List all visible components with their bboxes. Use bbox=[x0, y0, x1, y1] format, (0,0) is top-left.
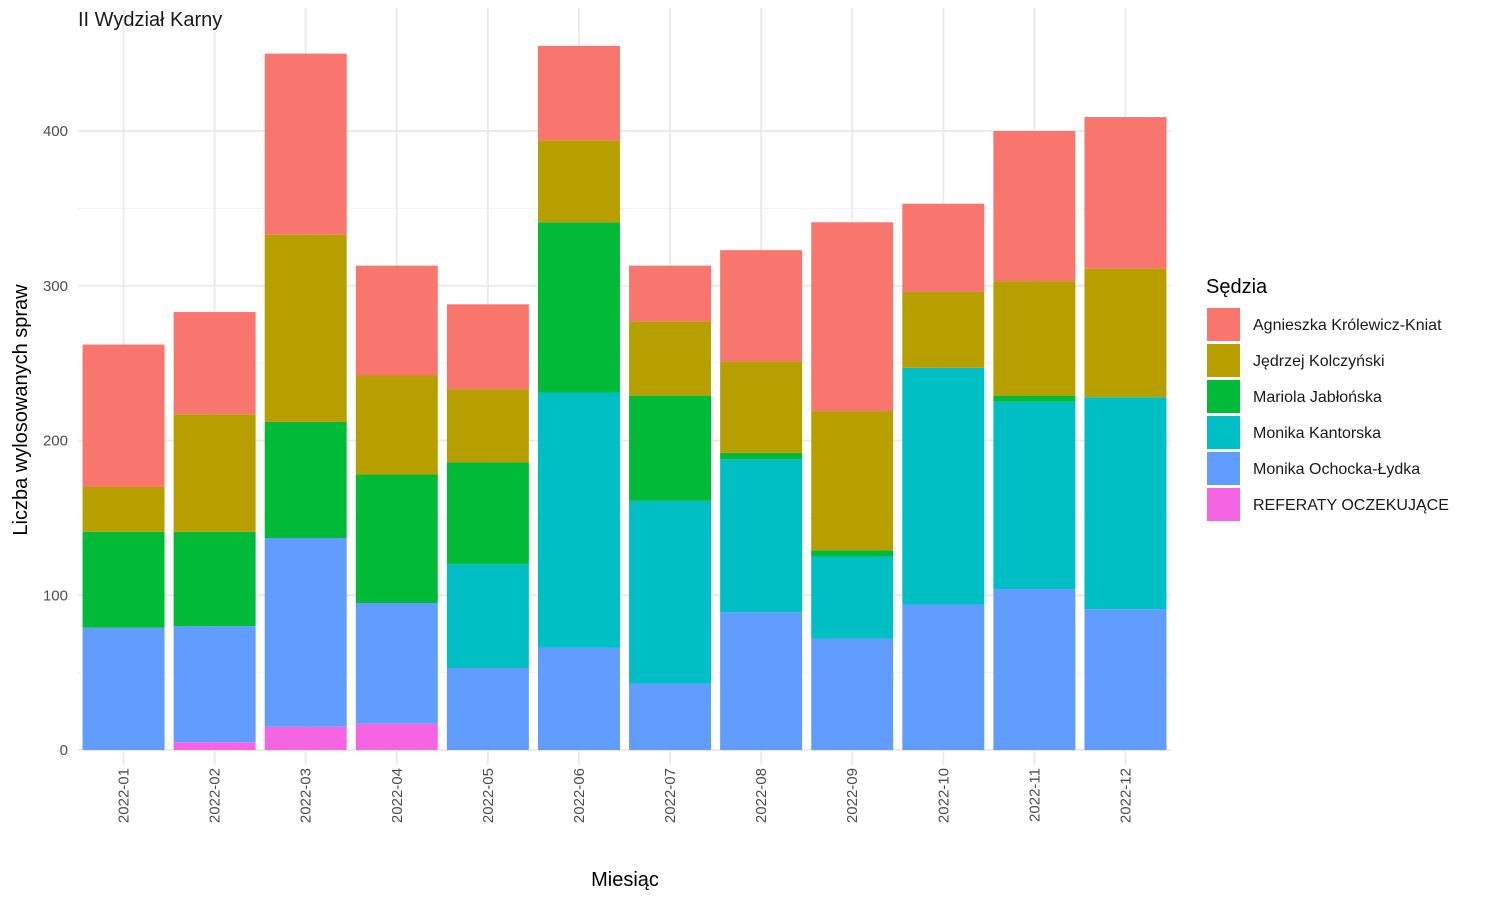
x-tick-label: 2022-10 bbox=[935, 768, 952, 823]
bar-segment bbox=[264, 726, 347, 750]
bar-segment bbox=[902, 604, 985, 750]
y-tick-label: 100 bbox=[43, 587, 68, 604]
bar-segment bbox=[993, 589, 1076, 750]
bar-segment bbox=[811, 411, 894, 551]
legend-label: Monika Kantorska bbox=[1253, 425, 1381, 442]
legend-title: Sędzia bbox=[1206, 276, 1268, 298]
y-tick-label: 0 bbox=[60, 742, 68, 759]
bar-segment bbox=[1084, 397, 1167, 610]
bar-segment bbox=[82, 531, 165, 628]
x-tick-label: 2022-08 bbox=[753, 768, 770, 823]
bar-segment bbox=[629, 265, 712, 322]
bar-segment bbox=[811, 556, 894, 639]
legend-label: Monika Ochocka-Łydka bbox=[1253, 461, 1420, 478]
bar-segment bbox=[537, 392, 620, 648]
bars bbox=[82, 45, 1167, 750]
x-axis-ticks: 2022-01 2022-02 2022-03 2022-04 2022-05 2022-… bbox=[116, 768, 1135, 823]
bar-segment bbox=[446, 304, 529, 390]
legend-key bbox=[1207, 488, 1240, 521]
bar-segment bbox=[82, 344, 165, 487]
bar-segment bbox=[355, 723, 438, 750]
bar-segment bbox=[82, 486, 165, 532]
legend-label: Agnieszka Królewicz-Kniat bbox=[1253, 317, 1442, 334]
bar-segment bbox=[1084, 117, 1167, 269]
bar-segment bbox=[264, 53, 347, 235]
y-tick-label: 300 bbox=[43, 278, 68, 295]
bar-segment bbox=[993, 401, 1076, 590]
bar-segment bbox=[446, 564, 529, 668]
y-axis-ticks: 0 100 200 300 400 bbox=[43, 123, 68, 759]
bar-segment bbox=[629, 395, 712, 501]
bar-segment bbox=[82, 627, 165, 750]
x-tick-label: 2022-12 bbox=[1117, 768, 1134, 823]
legend-key bbox=[1207, 452, 1240, 485]
bar-segment bbox=[902, 291, 985, 368]
x-axis-title: Miesiąc bbox=[591, 869, 659, 891]
x-tick-label: 2022-07 bbox=[662, 768, 679, 823]
x-tick-label: 2022-04 bbox=[389, 768, 406, 823]
bar-segment bbox=[446, 462, 529, 565]
bar-segment bbox=[993, 395, 1076, 402]
bar-segment bbox=[811, 638, 894, 750]
bar-segment bbox=[902, 203, 985, 292]
bar-segment bbox=[629, 321, 712, 396]
bar-segment bbox=[446, 389, 529, 463]
bar-segment bbox=[993, 281, 1076, 396]
bar-segment bbox=[629, 683, 712, 750]
y-axis-title: Liczba wylosowanych spraw bbox=[10, 284, 32, 536]
bar-segment bbox=[902, 367, 985, 605]
bar-segment bbox=[537, 222, 620, 393]
bar-segment bbox=[811, 550, 894, 557]
x-tick-label: 2022-02 bbox=[207, 768, 224, 823]
x-tick-label: 2022-06 bbox=[571, 768, 588, 823]
bar-segment bbox=[629, 500, 712, 684]
bar-segment bbox=[446, 667, 529, 750]
legend-key bbox=[1207, 380, 1240, 413]
bar-segment bbox=[993, 131, 1076, 282]
bar-segment bbox=[1084, 268, 1167, 398]
bar-segment bbox=[537, 647, 620, 750]
x-tick-label: 2022-11 bbox=[1026, 768, 1043, 822]
bar-segment bbox=[173, 531, 256, 627]
bar-segment bbox=[173, 414, 256, 532]
y-tick-label: 200 bbox=[43, 433, 68, 450]
x-tick-label: 2022-05 bbox=[480, 768, 497, 823]
y-tick-label: 400 bbox=[43, 123, 68, 140]
bar-segment bbox=[811, 222, 894, 412]
legend-key bbox=[1207, 308, 1240, 341]
bar-segment bbox=[355, 602, 438, 724]
x-tick-label: 2022-01 bbox=[116, 768, 133, 823]
bar-segment bbox=[537, 45, 620, 141]
legend-label: Jędrzej Kolczyński bbox=[1253, 353, 1385, 370]
bar-segment bbox=[537, 140, 620, 223]
bar-segment bbox=[720, 459, 803, 613]
legend-label: Mariola Jabłońska bbox=[1253, 389, 1382, 406]
bar-segment bbox=[355, 375, 438, 475]
bar-segment bbox=[720, 361, 803, 453]
bar-segment bbox=[264, 421, 347, 538]
bar-segment bbox=[720, 250, 803, 362]
bar-segment bbox=[264, 234, 347, 422]
bar-segment bbox=[173, 742, 256, 750]
x-tick-label: 2022-09 bbox=[844, 768, 861, 823]
bar-segment bbox=[264, 537, 347, 727]
bar-segment bbox=[355, 474, 438, 603]
legend-label: REFERATY OCZEKUJĄCE bbox=[1253, 497, 1449, 514]
bar-segment bbox=[720, 452, 803, 460]
bar-segment bbox=[720, 612, 803, 750]
legend-key bbox=[1207, 416, 1240, 449]
bar-segment bbox=[173, 312, 256, 415]
bar-segment bbox=[173, 626, 256, 743]
x-tick-label: 2022-03 bbox=[298, 768, 315, 823]
bar-segment bbox=[1084, 609, 1167, 750]
legend: Sędzia Agnieszka Królewicz-Kniat Jędrzej … bbox=[1206, 276, 1449, 521]
bar-segment bbox=[355, 265, 438, 376]
chart-title: II Wydział Karny bbox=[78, 9, 222, 31]
legend-key bbox=[1207, 344, 1240, 377]
